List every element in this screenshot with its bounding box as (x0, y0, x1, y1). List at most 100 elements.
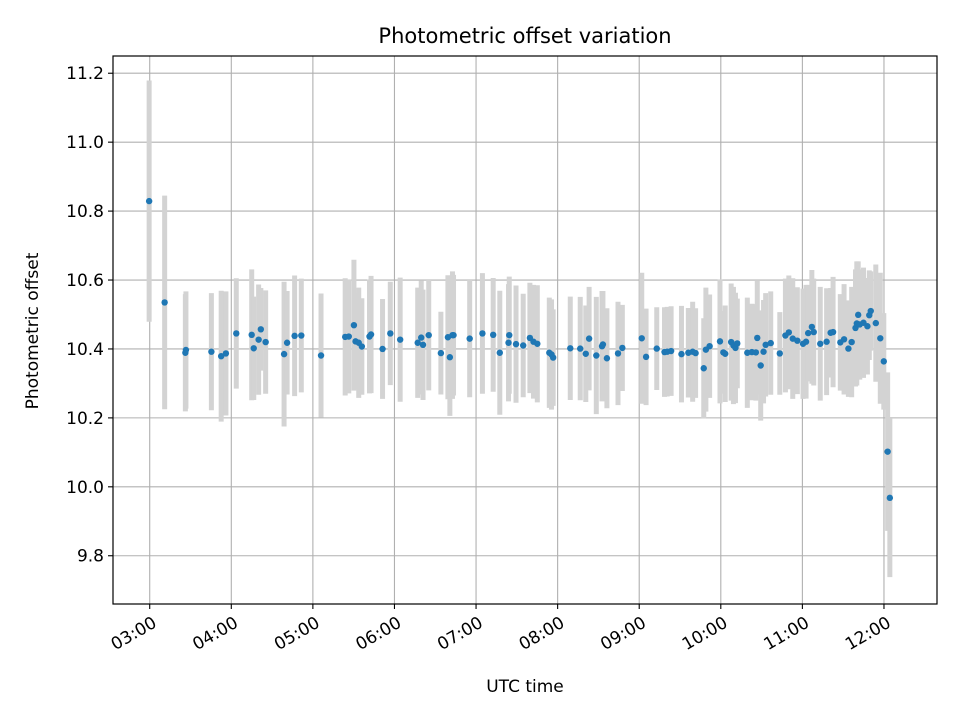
data-point (145, 197, 153, 205)
data-point (182, 346, 190, 354)
data-point (208, 348, 215, 355)
data-point (848, 338, 855, 346)
x-tick-label: 08:00 (516, 613, 568, 655)
data-point (802, 338, 810, 345)
data-point (222, 350, 230, 357)
data-point (396, 336, 404, 343)
data-point (496, 349, 503, 356)
data-point (880, 358, 888, 365)
data-point (722, 350, 729, 357)
data-point (667, 347, 675, 355)
data-point (700, 365, 707, 372)
data-point (757, 362, 764, 369)
x-tick-label: 07:00 (434, 613, 486, 655)
data-point (446, 354, 454, 361)
data-point (582, 350, 589, 357)
y-tick-label: 10.8 (66, 202, 104, 222)
data-point (367, 331, 375, 338)
x-tick-layer: 03:00 04:00 05:00 06:00 07:00 08:00 09:00 10:00… (108, 604, 894, 655)
data-point (823, 338, 830, 345)
data-point (418, 334, 425, 341)
data-point (593, 352, 600, 359)
data-point (808, 323, 816, 331)
data-point (350, 321, 358, 329)
x-tick-label: 05:00 (271, 613, 323, 655)
data-point (255, 336, 262, 343)
data-point (437, 349, 445, 357)
data-point (678, 350, 685, 358)
data-point (257, 326, 265, 333)
data-point (466, 335, 473, 342)
data-point (358, 343, 366, 350)
data-point (479, 330, 486, 337)
x-tick-label: 09:00 (597, 613, 649, 655)
y-tick-label: 10.4 (66, 340, 104, 360)
data-point (767, 339, 774, 347)
data-point (425, 331, 432, 339)
data-point (692, 349, 699, 357)
data-point (785, 329, 793, 336)
data-point (840, 336, 848, 343)
y-tick-label: 9.8 (77, 547, 104, 567)
data-point (706, 342, 713, 350)
x-axis-label: UTC time (486, 677, 564, 697)
data-point (599, 341, 607, 348)
y-tick-layer: 9.8 10.0 10.2 10.4 10.6 10.8 11.0 11.2 (66, 64, 113, 567)
y-tick-label: 10.2 (66, 409, 104, 429)
data-point (776, 350, 783, 357)
y-tick-label: 10.0 (66, 478, 104, 498)
data-point (217, 352, 225, 360)
data-point (387, 330, 394, 337)
data-point (450, 331, 457, 339)
data-point (317, 352, 325, 359)
data-point (379, 345, 386, 353)
data-point (505, 339, 512, 346)
data-point (817, 340, 824, 347)
data-point (716, 338, 724, 345)
chart-title: Photometric offset variation (378, 24, 671, 48)
data-point (414, 339, 421, 346)
data-point (752, 349, 760, 356)
data-point (248, 331, 255, 339)
x-tick-label: 10:00 (679, 613, 731, 655)
data-point (534, 340, 541, 347)
data-point (804, 329, 812, 337)
data-point (298, 332, 305, 339)
y-tick-label: 11.0 (66, 133, 104, 153)
data-point (520, 342, 527, 349)
data-point (653, 345, 660, 352)
data-point (829, 328, 837, 336)
data-point (810, 328, 817, 336)
data-point (280, 350, 288, 358)
data-point (638, 335, 645, 342)
data-point (161, 299, 168, 306)
x-tick-label: 04:00 (189, 613, 241, 655)
data-point (489, 331, 497, 339)
y-axis-label: Photometric offset (23, 252, 43, 409)
data-point (854, 311, 862, 319)
data-point (845, 345, 852, 352)
data-point (291, 332, 298, 340)
data-point (506, 331, 513, 339)
data-point (794, 337, 801, 344)
data-point (345, 333, 352, 340)
data-point (262, 338, 269, 346)
data-point (872, 319, 880, 327)
data-point (577, 345, 584, 352)
axes-frame (112, 55, 938, 605)
data-point (549, 354, 557, 361)
data-point (760, 348, 767, 355)
x-tick-label: 11:00 (760, 613, 812, 655)
data-point (864, 323, 871, 330)
x-tick-label: 06:00 (353, 613, 405, 655)
data-point (754, 334, 761, 342)
data-point (614, 350, 622, 357)
data-point (619, 344, 626, 352)
data-point (734, 340, 741, 347)
y-tick-label: 10.6 (66, 271, 104, 291)
data-point (512, 340, 520, 348)
data-point (762, 341, 769, 349)
point-layer (145, 197, 894, 502)
